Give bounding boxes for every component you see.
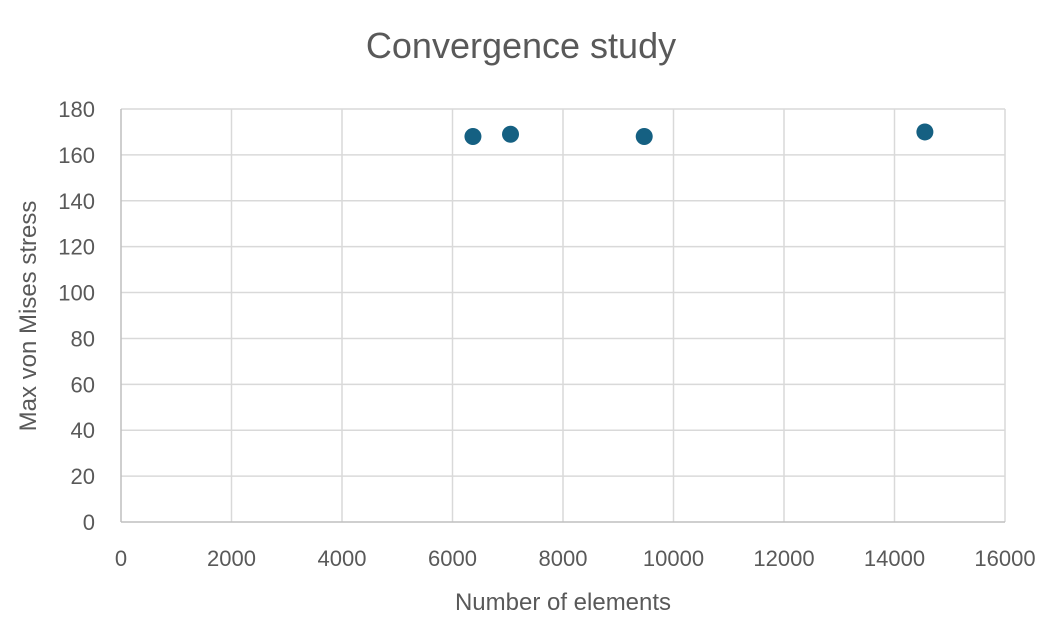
x-tick-label: 2000 [207,546,256,571]
y-tick-label: 20 [71,464,95,489]
x-tick-label: 12000 [753,546,814,571]
x-tick-label: 10000 [643,546,704,571]
y-tick-label: 80 [71,326,95,351]
data-point [464,128,482,146]
y-tick-label: 60 [71,372,95,397]
y-tick-label: 100 [58,281,95,306]
axes [120,109,1005,523]
gridlines [121,108,1006,522]
chart-title: Convergence study [366,25,676,66]
x-tick-label: 0 [115,546,127,571]
x-tick-labels: 0 2000 4000 6000 8000 10000 12000 14000 16000 [115,546,1036,571]
x-axis-label: Number of elements [455,589,671,616]
data-point [916,123,934,141]
x-tick-label: 6000 [428,546,477,571]
y-tick-labels: 0 20 40 60 80 100 120 140 160 180 [58,97,95,535]
x-tick-label: 4000 [318,546,367,571]
y-axis-label: Max von Mises stress [15,201,42,432]
y-tick-label: 0 [83,510,95,535]
x-tick-label: 16000 [974,546,1035,571]
y-tick-label: 40 [71,418,95,443]
data-points [464,123,934,146]
data-point [635,128,653,146]
x-tick-label: 14000 [864,546,925,571]
y-tick-label: 120 [58,235,95,260]
y-tick-label: 160 [58,143,95,168]
y-tick-label: 140 [58,189,95,214]
y-tick-label: 180 [58,97,95,122]
x-tick-label: 8000 [539,546,588,571]
data-point [502,125,520,143]
